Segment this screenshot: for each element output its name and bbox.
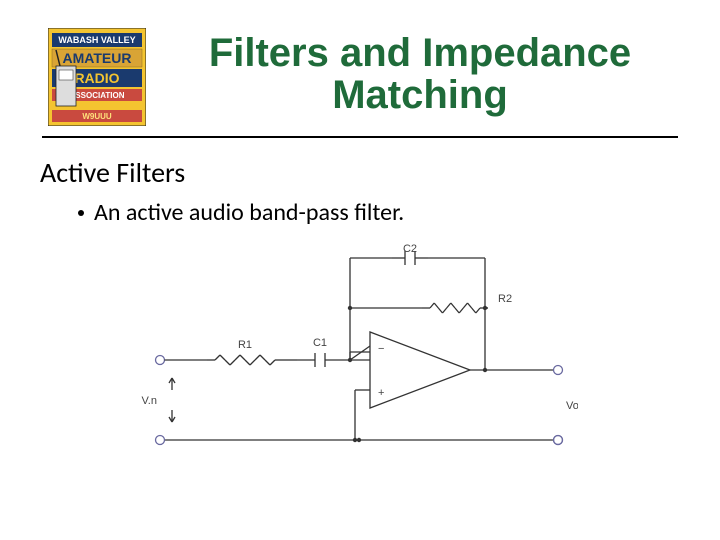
svg-text:V.n: V.n (141, 395, 157, 407)
svg-text:C2: C2 (403, 243, 417, 255)
svg-text:C1: C1 (313, 337, 327, 349)
title-underline (42, 136, 678, 138)
svg-text:Vout: Vout (566, 400, 578, 412)
svg-text:RADIO: RADIO (74, 70, 119, 86)
bullet-dot-icon (78, 210, 84, 216)
circuit-diagram: R1 C1 − + R2 C2 V.n Vout (140, 240, 578, 470)
svg-text:WABASH VALLEY: WABASH VALLEY (58, 35, 135, 45)
svg-text:R1: R1 (238, 339, 252, 351)
svg-text:+: + (378, 387, 384, 399)
svg-text:R2: R2 (498, 293, 512, 305)
section-heading: Active Filters (40, 155, 185, 190)
bullet-item: An active audio band-pass filter. (78, 198, 404, 227)
title-line-2: Matching (332, 73, 508, 117)
bullet-text: An active audio band-pass filter. (94, 198, 404, 227)
svg-text:W9UUU: W9UUU (82, 112, 112, 121)
page-title: Filters and Impedance Matching (160, 32, 680, 116)
slide: WABASH VALLEY AMATEUR RADIO ASSOCIATION … (0, 0, 720, 540)
club-logo: WABASH VALLEY AMATEUR RADIO ASSOCIATION … (48, 28, 146, 126)
svg-text:−: − (378, 343, 384, 355)
svg-text:AMATEUR: AMATEUR (63, 50, 132, 66)
title-line-1: Filters and Impedance (209, 31, 631, 75)
svg-text:ASSOCIATION: ASSOCIATION (70, 91, 125, 100)
